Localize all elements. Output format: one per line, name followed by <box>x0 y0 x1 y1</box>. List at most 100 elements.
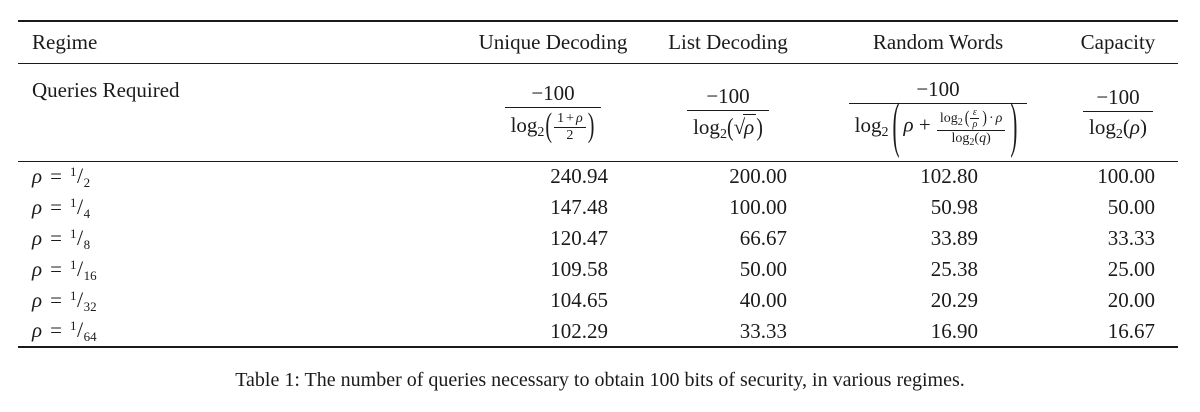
fraction-numerator: 1 <box>69 163 77 179</box>
fraction-slash: / <box>76 286 84 312</box>
value-cell: 200.00 <box>729 164 787 189</box>
epsilon-symbol: ε <box>972 107 977 119</box>
fraction-denominator: 2 <box>83 174 91 190</box>
value-cell: 50.00 <box>739 257 787 281</box>
value-cell: 16.67 <box>1107 318 1155 343</box>
formula-denominator: log2(ρ + log2(ε ρ) · ρ log2(q)) <box>848 90 1028 160</box>
cdot-symbol: · <box>988 111 994 127</box>
rho-symbol: ρ <box>32 318 43 342</box>
equals-sign: = <box>50 318 62 342</box>
regime-label: ρ = 1/2 <box>18 161 468 192</box>
table-header-row: Regime Unique Decoding List Decoding Ran… <box>18 21 1178 63</box>
log-base: 2 <box>1115 127 1123 142</box>
formula-numerator: −100 <box>1096 84 1140 109</box>
value-cell: 40.00 <box>739 288 787 312</box>
fraction-slash: / <box>76 224 84 250</box>
formula-denominator: log2(√ρ) <box>687 110 769 142</box>
value-cell: 147.48 <box>550 195 608 219</box>
formula-row: Queries Required −100 log2(1 + ρ 2) −100 lo… <box>18 63 1178 161</box>
right-paren: ) <box>982 109 987 128</box>
fraction-denominator: 32 <box>83 298 97 314</box>
log-base: 2 <box>537 124 545 140</box>
rho-symbol: ρ <box>1129 115 1140 139</box>
log-base: 2 <box>881 124 889 140</box>
table-row: ρ = 1/32 104.65 40.00 20.29 20.00 <box>18 285 1178 316</box>
capacity-formula-cell: −100 log2(ρ) <box>1058 63 1178 161</box>
log-base: 2 <box>969 137 975 149</box>
value-cell: 16.90 <box>930 318 978 343</box>
rho-symbol: ρ <box>32 256 43 281</box>
value-cell: 102.29 <box>550 318 608 343</box>
value-cell: 100.00 <box>1097 164 1155 189</box>
unique-decoding-formula: −100 log2(1 + ρ 2) <box>504 81 602 145</box>
value-cell: 25.38 <box>930 257 978 281</box>
rho-symbol: ρ <box>32 163 43 188</box>
regime-label: ρ = 1/16 <box>18 254 468 285</box>
queries-table: Regime Unique Decoding List Decoding Ran… <box>18 20 1178 348</box>
table-caption: Table 1: The number of queries necessary… <box>235 369 965 391</box>
right-paren: ) <box>1139 115 1147 139</box>
formula-denominator: log2(1 + ρ 2) <box>504 106 602 145</box>
fraction-slash: / <box>76 255 84 281</box>
q-symbol: q <box>979 131 987 147</box>
formula-numerator: −100 <box>531 81 575 106</box>
regime-label: ρ = 1/4 <box>18 192 468 223</box>
column-header-list-decoding: List Decoding <box>668 29 788 54</box>
right-paren: ) <box>986 131 991 147</box>
formula-denominator: log2(ρ) <box>1083 111 1153 142</box>
table-row: ρ = 1/4 147.48 100.00 50.98 50.00 <box>18 192 1178 223</box>
big-left-paren: ( <box>892 89 900 160</box>
equals-sign: = <box>50 256 62 281</box>
value-cell: 20.00 <box>1107 288 1155 312</box>
column-header-unique-decoding: Unique Decoding <box>478 29 628 54</box>
log-symbol: log <box>510 112 538 137</box>
unique-decoding-formula-cell: −100 log2(1 + ρ 2) <box>468 63 638 161</box>
fraction-slash: / <box>76 193 84 219</box>
plus-sign: + <box>566 111 574 127</box>
value-cell: 33.33 <box>1107 226 1155 250</box>
table-row: ρ = 1/64 102.29 33.33 16.90 16.67 <box>18 316 1178 347</box>
inner-fraction: 1 + ρ 2 <box>554 111 586 143</box>
queries-required-label: Queries Required <box>32 77 180 102</box>
sqrt-symbol: √ <box>733 115 746 140</box>
formula-numerator: −100 <box>706 83 750 108</box>
list-decoding-formula: −100 log2(√ρ) <box>687 83 769 142</box>
rho-symbol: ρ <box>32 225 43 250</box>
log-symbol: log <box>854 112 882 137</box>
rho-symbol: ρ <box>576 111 583 127</box>
value-cell: 109.58 <box>550 257 608 281</box>
plus-sign: + <box>918 112 931 137</box>
log-symbol: log <box>693 115 720 140</box>
equals-sign: = <box>50 194 62 219</box>
value-cell: 50.00 <box>1107 195 1155 219</box>
fraction-slash: / <box>76 162 84 188</box>
random-words-formula: −100 log2(ρ + log2(ε ρ) · ρ log2(q)) <box>848 77 1028 160</box>
log-symbol: log <box>939 111 958 127</box>
right-paren: ) <box>756 114 763 142</box>
fraction-denominator: 8 <box>83 236 91 252</box>
big-right-paren: ) <box>1010 89 1018 160</box>
inner-denominator: 2 <box>554 126 586 143</box>
value-cell: 50.98 <box>930 195 978 219</box>
left-paren: ( <box>726 114 734 142</box>
table-row: ρ = 1/2 240.94 200.00 102.80 100.00 <box>18 161 1178 192</box>
list-decoding-formula-cell: −100 log2(√ρ) <box>638 63 818 161</box>
regime-label: ρ = 1/64 <box>18 316 468 347</box>
sqrt-radicand: ρ <box>743 114 757 140</box>
log-symbol: log <box>951 131 970 147</box>
fraction-numerator: 1 <box>69 318 77 333</box>
column-header-random-words: Random Words <box>872 29 1004 54</box>
rho-symbol: ρ <box>744 115 755 140</box>
fraction-denominator: 16 <box>83 267 97 283</box>
left-paren: ( <box>545 106 553 145</box>
fraction-numerator: 1 <box>69 256 77 272</box>
equals-sign: = <box>50 225 62 250</box>
equals-sign: = <box>50 287 62 312</box>
fraction-slash: / <box>76 317 84 342</box>
value-cell: 104.65 <box>550 288 608 312</box>
left-paren: ( <box>964 109 970 128</box>
formula-numerator: −100 <box>916 77 960 102</box>
value-cell: 20.29 <box>930 288 978 312</box>
